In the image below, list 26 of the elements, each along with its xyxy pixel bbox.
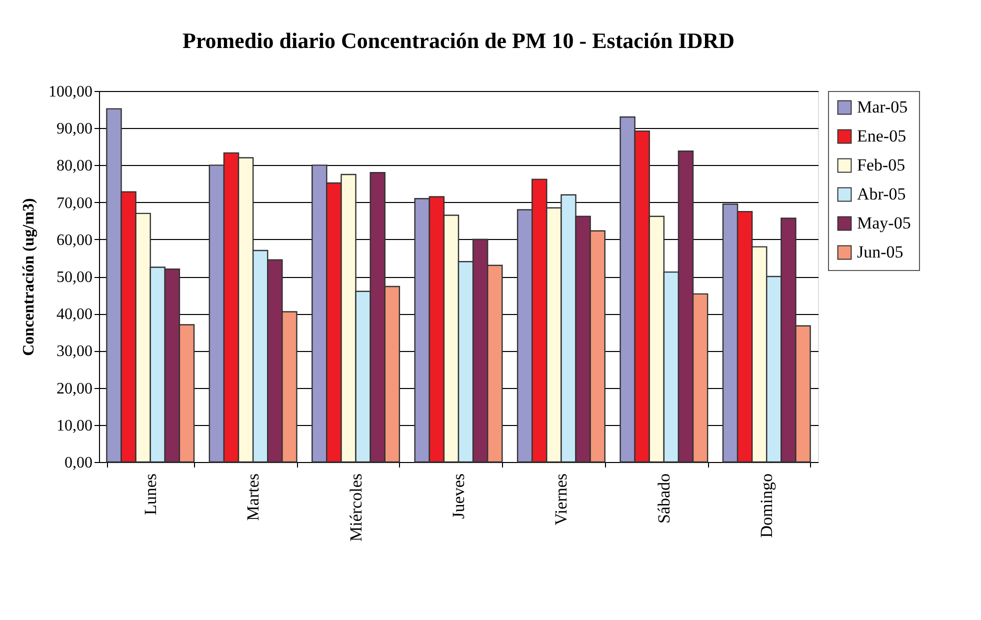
legend-label: Jun-05 <box>857 242 904 262</box>
x-tick-label: Domingo <box>757 474 776 538</box>
legend-label: Mar-05 <box>857 98 908 116</box>
y-tick-label: 20,00 <box>56 380 92 398</box>
y-tick-label: 60,00 <box>56 232 92 249</box>
y-tick-label: 10,00 <box>56 417 92 434</box>
y-tick-label: 30,00 <box>56 343 92 360</box>
y-tick-label: 70,00 <box>56 194 92 212</box>
y-tick-label: 100,00 <box>48 84 92 100</box>
legend-label: May-05 <box>857 214 911 232</box>
legend-label: Abr-05 <box>857 184 906 204</box>
x-tick-label: Sábado <box>654 474 674 524</box>
y-tick-label: 50,00 <box>56 269 92 286</box>
legend-label: Ene-05 <box>857 126 906 146</box>
x-tick-label: Martes <box>244 474 263 521</box>
y-axis-title: Concentración (ug/m3) <box>20 198 38 356</box>
x-tick-label: Lunes <box>140 474 160 516</box>
y-tick-label: 40,00 <box>56 306 92 324</box>
chart-title: Promedio diario Concentración de PM 10 - Estación IDRD <box>182 28 734 53</box>
legend-label: Feb-05 <box>857 156 906 174</box>
x-tick-label: Jueves <box>449 474 468 519</box>
x-tick-label: Miércoles <box>346 474 366 542</box>
y-tick-label: 0,00 <box>64 454 92 472</box>
y-tick-label: 90,00 <box>56 120 92 138</box>
x-tick-label: Viernes <box>552 474 571 526</box>
y-tick-label: 80,00 <box>56 158 92 175</box>
